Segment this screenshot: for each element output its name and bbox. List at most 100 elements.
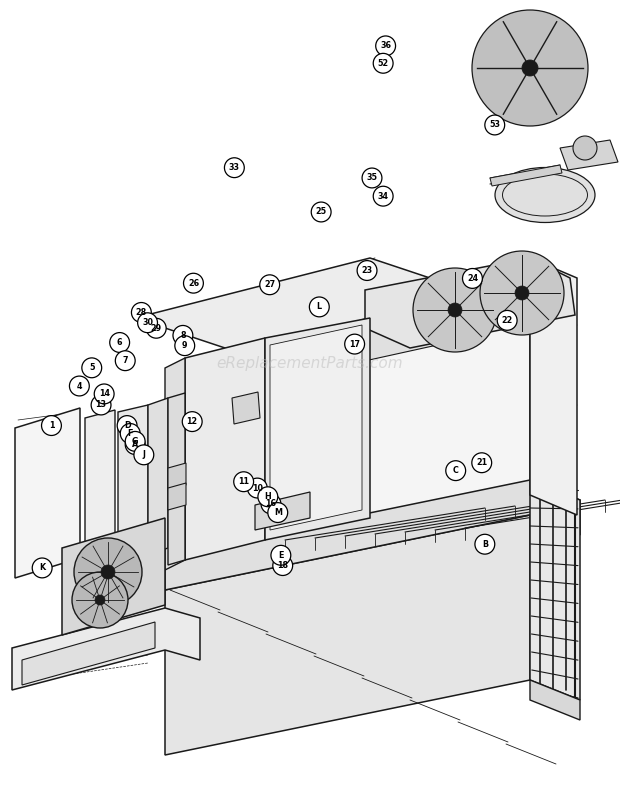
Polygon shape <box>148 398 168 555</box>
Text: C: C <box>453 466 459 475</box>
Text: B: B <box>482 539 488 549</box>
Circle shape <box>497 310 517 331</box>
Text: 9: 9 <box>182 341 187 350</box>
Circle shape <box>146 318 166 339</box>
Circle shape <box>120 423 140 444</box>
Circle shape <box>271 545 291 566</box>
Circle shape <box>345 334 365 354</box>
Text: 7: 7 <box>123 356 128 365</box>
Circle shape <box>224 157 244 178</box>
Circle shape <box>101 565 115 579</box>
Polygon shape <box>165 358 185 570</box>
Text: eReplacementParts.com: eReplacementParts.com <box>216 357 404 371</box>
Text: 30: 30 <box>142 318 153 327</box>
Circle shape <box>261 494 281 514</box>
Circle shape <box>82 358 102 378</box>
Circle shape <box>573 136 597 160</box>
Circle shape <box>74 538 142 606</box>
Text: 23: 23 <box>361 266 373 275</box>
Text: 11: 11 <box>238 477 249 486</box>
Text: 21: 21 <box>476 458 487 467</box>
Circle shape <box>42 415 61 436</box>
Polygon shape <box>15 408 80 578</box>
Circle shape <box>184 273 203 293</box>
Text: 12: 12 <box>187 417 198 426</box>
Circle shape <box>472 452 492 473</box>
Circle shape <box>268 502 288 523</box>
Circle shape <box>125 431 145 452</box>
Text: 22: 22 <box>502 316 513 325</box>
Text: 8: 8 <box>180 331 186 340</box>
Text: 24: 24 <box>467 274 478 283</box>
Circle shape <box>309 297 329 317</box>
Text: 13: 13 <box>95 400 107 410</box>
Circle shape <box>376 36 396 56</box>
Text: 26: 26 <box>188 278 199 288</box>
Polygon shape <box>185 338 265 560</box>
Circle shape <box>258 486 278 507</box>
Circle shape <box>138 312 157 333</box>
Polygon shape <box>22 622 155 685</box>
Circle shape <box>515 286 529 300</box>
Circle shape <box>475 534 495 554</box>
Polygon shape <box>560 140 618 170</box>
Text: 1: 1 <box>49 421 54 430</box>
Text: 29: 29 <box>151 324 162 333</box>
Text: L: L <box>317 302 322 312</box>
Circle shape <box>472 10 588 126</box>
Circle shape <box>125 434 145 455</box>
Circle shape <box>173 325 193 346</box>
Text: E: E <box>278 551 283 560</box>
Polygon shape <box>168 463 186 490</box>
Text: F: F <box>128 429 133 438</box>
Polygon shape <box>360 298 460 362</box>
Text: 33: 33 <box>229 163 240 172</box>
Polygon shape <box>85 410 115 563</box>
Text: 18: 18 <box>277 561 288 570</box>
Polygon shape <box>255 492 310 530</box>
Circle shape <box>413 268 497 352</box>
Text: 52: 52 <box>378 59 389 68</box>
Polygon shape <box>490 165 562 186</box>
Text: A: A <box>132 440 138 449</box>
Text: 5: 5 <box>89 363 94 373</box>
Polygon shape <box>265 258 530 540</box>
Text: 10: 10 <box>252 483 263 493</box>
Text: 28: 28 <box>136 308 147 317</box>
Text: 27: 27 <box>264 280 275 290</box>
Circle shape <box>485 115 505 135</box>
Circle shape <box>260 274 280 295</box>
Polygon shape <box>165 480 580 590</box>
Circle shape <box>134 445 154 465</box>
Polygon shape <box>530 480 580 700</box>
Circle shape <box>480 251 564 335</box>
Circle shape <box>311 202 331 222</box>
Circle shape <box>91 395 111 415</box>
Polygon shape <box>135 258 490 358</box>
Polygon shape <box>270 325 362 530</box>
Polygon shape <box>530 680 580 720</box>
Text: M: M <box>274 508 281 517</box>
Circle shape <box>247 478 267 498</box>
Circle shape <box>273 555 293 576</box>
Text: K: K <box>39 563 45 573</box>
Text: 34: 34 <box>378 191 389 201</box>
Circle shape <box>175 335 195 356</box>
Circle shape <box>131 302 151 323</box>
Text: 14: 14 <box>99 389 110 399</box>
Polygon shape <box>168 483 186 510</box>
Circle shape <box>115 350 135 371</box>
Polygon shape <box>232 392 260 424</box>
Circle shape <box>69 376 89 396</box>
Ellipse shape <box>495 168 595 222</box>
Circle shape <box>110 332 130 353</box>
Circle shape <box>357 260 377 281</box>
Text: 25: 25 <box>316 207 327 217</box>
Text: 16: 16 <box>265 499 277 509</box>
Circle shape <box>463 268 482 289</box>
Polygon shape <box>365 258 575 348</box>
Circle shape <box>373 186 393 206</box>
Circle shape <box>234 471 254 492</box>
Circle shape <box>32 558 52 578</box>
Polygon shape <box>168 393 185 565</box>
